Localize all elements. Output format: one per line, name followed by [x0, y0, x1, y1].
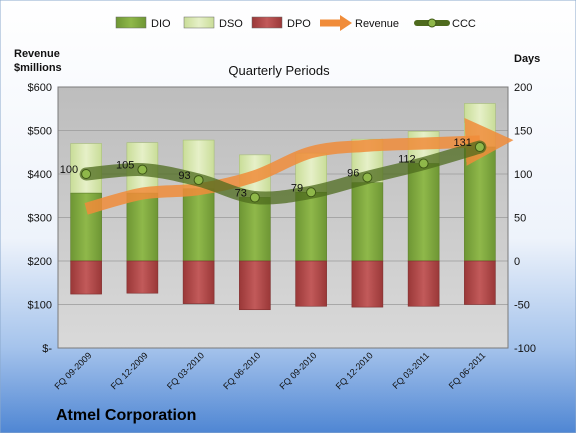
dpo-bar: [239, 260, 271, 311]
left-tick-label: $300: [28, 213, 52, 225]
left-tick-label: $600: [28, 82, 52, 94]
legend-swatch: [183, 16, 215, 29]
left-tick-label: $400: [28, 169, 52, 181]
right-axis-label: Days: [514, 53, 540, 65]
legend-item: Revenue: [320, 15, 399, 31]
legend-swatch: [115, 16, 147, 29]
right-tick-label: 50: [514, 213, 526, 225]
legend: DIO DSO DPO Revenue CCC: [115, 15, 476, 31]
left-tick-label: $-: [42, 343, 52, 355]
right-tick-label: 0: [514, 256, 520, 268]
dio-bar: [351, 182, 384, 262]
right-tick-label: -50: [514, 300, 530, 312]
legend-item: DPO: [251, 16, 311, 30]
dpo-bar: [182, 260, 215, 304]
legend-label: DPO: [287, 18, 311, 30]
ccc-data-label: 105: [116, 160, 134, 172]
left-axis-label-line2: $millions: [14, 62, 62, 74]
dpo-bar: [407, 260, 440, 307]
dpo-bar: [295, 260, 327, 307]
left-tick-label: $200: [28, 256, 52, 268]
ccc-data-label: 73: [235, 187, 247, 199]
dio-bar: [182, 188, 215, 262]
dio-bar: [295, 191, 327, 262]
ccc-data-label: 131: [454, 137, 472, 149]
dpo-bar: [464, 260, 496, 305]
dpo-bar: [126, 260, 159, 294]
legend-item: DIO: [115, 16, 171, 30]
left-tick-label: $100: [28, 300, 52, 312]
right-tick-label: 200: [514, 82, 532, 94]
ccc-point: [193, 175, 204, 186]
ccc-point: [474, 142, 485, 153]
plot-border: [57, 86, 509, 349]
revenue-line: [84, 117, 514, 215]
legend-label: DSO: [219, 18, 243, 30]
ccc-data-label: 79: [291, 182, 303, 194]
dio-bar: [407, 163, 440, 262]
ccc-data-label: 93: [178, 170, 190, 182]
dpo-bar: [351, 260, 384, 308]
right-tick-label: -100: [514, 343, 536, 355]
dio-bar: [239, 197, 271, 262]
ccc-point: [81, 169, 92, 179]
dio-bar: [126, 192, 159, 262]
legend-label: DIO: [151, 18, 171, 30]
legend-marker: [427, 18, 437, 28]
dio-bar: [464, 146, 496, 262]
ccc-point: [306, 187, 317, 198]
ccc-point: [362, 172, 373, 183]
ccc-point: [418, 158, 429, 169]
ccc-data-label: 96: [347, 167, 359, 179]
legend-arrowhead: [340, 15, 352, 31]
legend-label: CCC: [452, 18, 476, 30]
ccc-point: [249, 192, 260, 203]
chart-title: Quarterly Periods: [228, 63, 330, 78]
ccc-data-label: 112: [398, 154, 416, 166]
right-tick-label: 100: [514, 169, 532, 181]
company-name: Atmel Corporation: [56, 407, 196, 424]
right-tick-label: 150: [514, 126, 532, 138]
ccc-point: [137, 164, 148, 175]
dpo-bar: [70, 260, 102, 295]
legend-item: CCC: [414, 18, 476, 30]
ccc-data-label: 100: [60, 164, 78, 176]
legend-label: Revenue: [355, 18, 399, 30]
plot-area: [57, 86, 509, 349]
left-tick-label: $500: [28, 126, 52, 138]
legend-swatch: [251, 16, 283, 29]
left-axis-label-line1: Revenue: [14, 48, 60, 60]
lines-layer: 100 105 93 73 79 96 112 131: [60, 117, 514, 215]
legend-item: DSO: [183, 16, 243, 30]
